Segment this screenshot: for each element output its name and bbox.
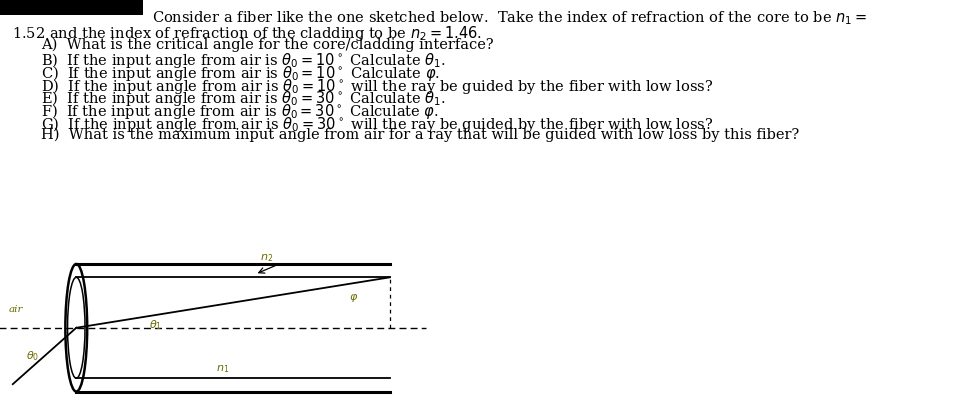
Text: A)  What is the critical angle for the core/cladding interface?: A) What is the critical angle for the co… — [41, 38, 494, 53]
Text: $\theta_0$: $\theta_0$ — [26, 349, 40, 363]
Text: Consider a fiber like the one sketched below.  Take the index of refraction of t: Consider a fiber like the one sketched b… — [152, 9, 867, 26]
Text: F)  If the input angle from air is $\theta_0 = 30^\circ$ Calculate $\varphi$.: F) If the input angle from air is $\thet… — [41, 102, 439, 121]
Text: H)  What is the maximum input angle from air for a ray that will be guided with : H) What is the maximum input angle from … — [41, 128, 799, 142]
Text: E)  If the input angle from air is $\theta_0 = 30^\circ$ Calculate $\theta_1$.: E) If the input angle from air is $\thet… — [41, 89, 445, 108]
Text: $n_1$: $n_1$ — [217, 363, 229, 375]
Text: $n_2$: $n_2$ — [260, 252, 273, 264]
Text: $\theta_1$: $\theta_1$ — [149, 318, 163, 332]
Text: B)  If the input angle from air is $\theta_0 = 10^\circ$ Calculate $\theta_1$.: B) If the input angle from air is $\thet… — [41, 51, 445, 70]
Text: C)  If the input angle from air is $\theta_0 = 10^\circ$ Calculate $\varphi$.: C) If the input angle from air is $\thet… — [41, 64, 439, 83]
Bar — [0, 0, 143, 15]
Text: D)  If the input angle from air is $\theta_0 = 10^\circ$ will the ray be guided : D) If the input angle from air is $\thet… — [41, 77, 713, 95]
Text: $\varphi$: $\varphi$ — [349, 292, 359, 304]
Text: 1.52 and the index of refraction of the cladding to be $n_2 = 1.46$.: 1.52 and the index of refraction of the … — [12, 24, 482, 43]
Text: air: air — [9, 306, 23, 314]
Text: G)  If the input angle from air is $\theta_0 = 30^\circ$ will the ray be guided : G) If the input angle from air is $\thet… — [41, 115, 712, 134]
